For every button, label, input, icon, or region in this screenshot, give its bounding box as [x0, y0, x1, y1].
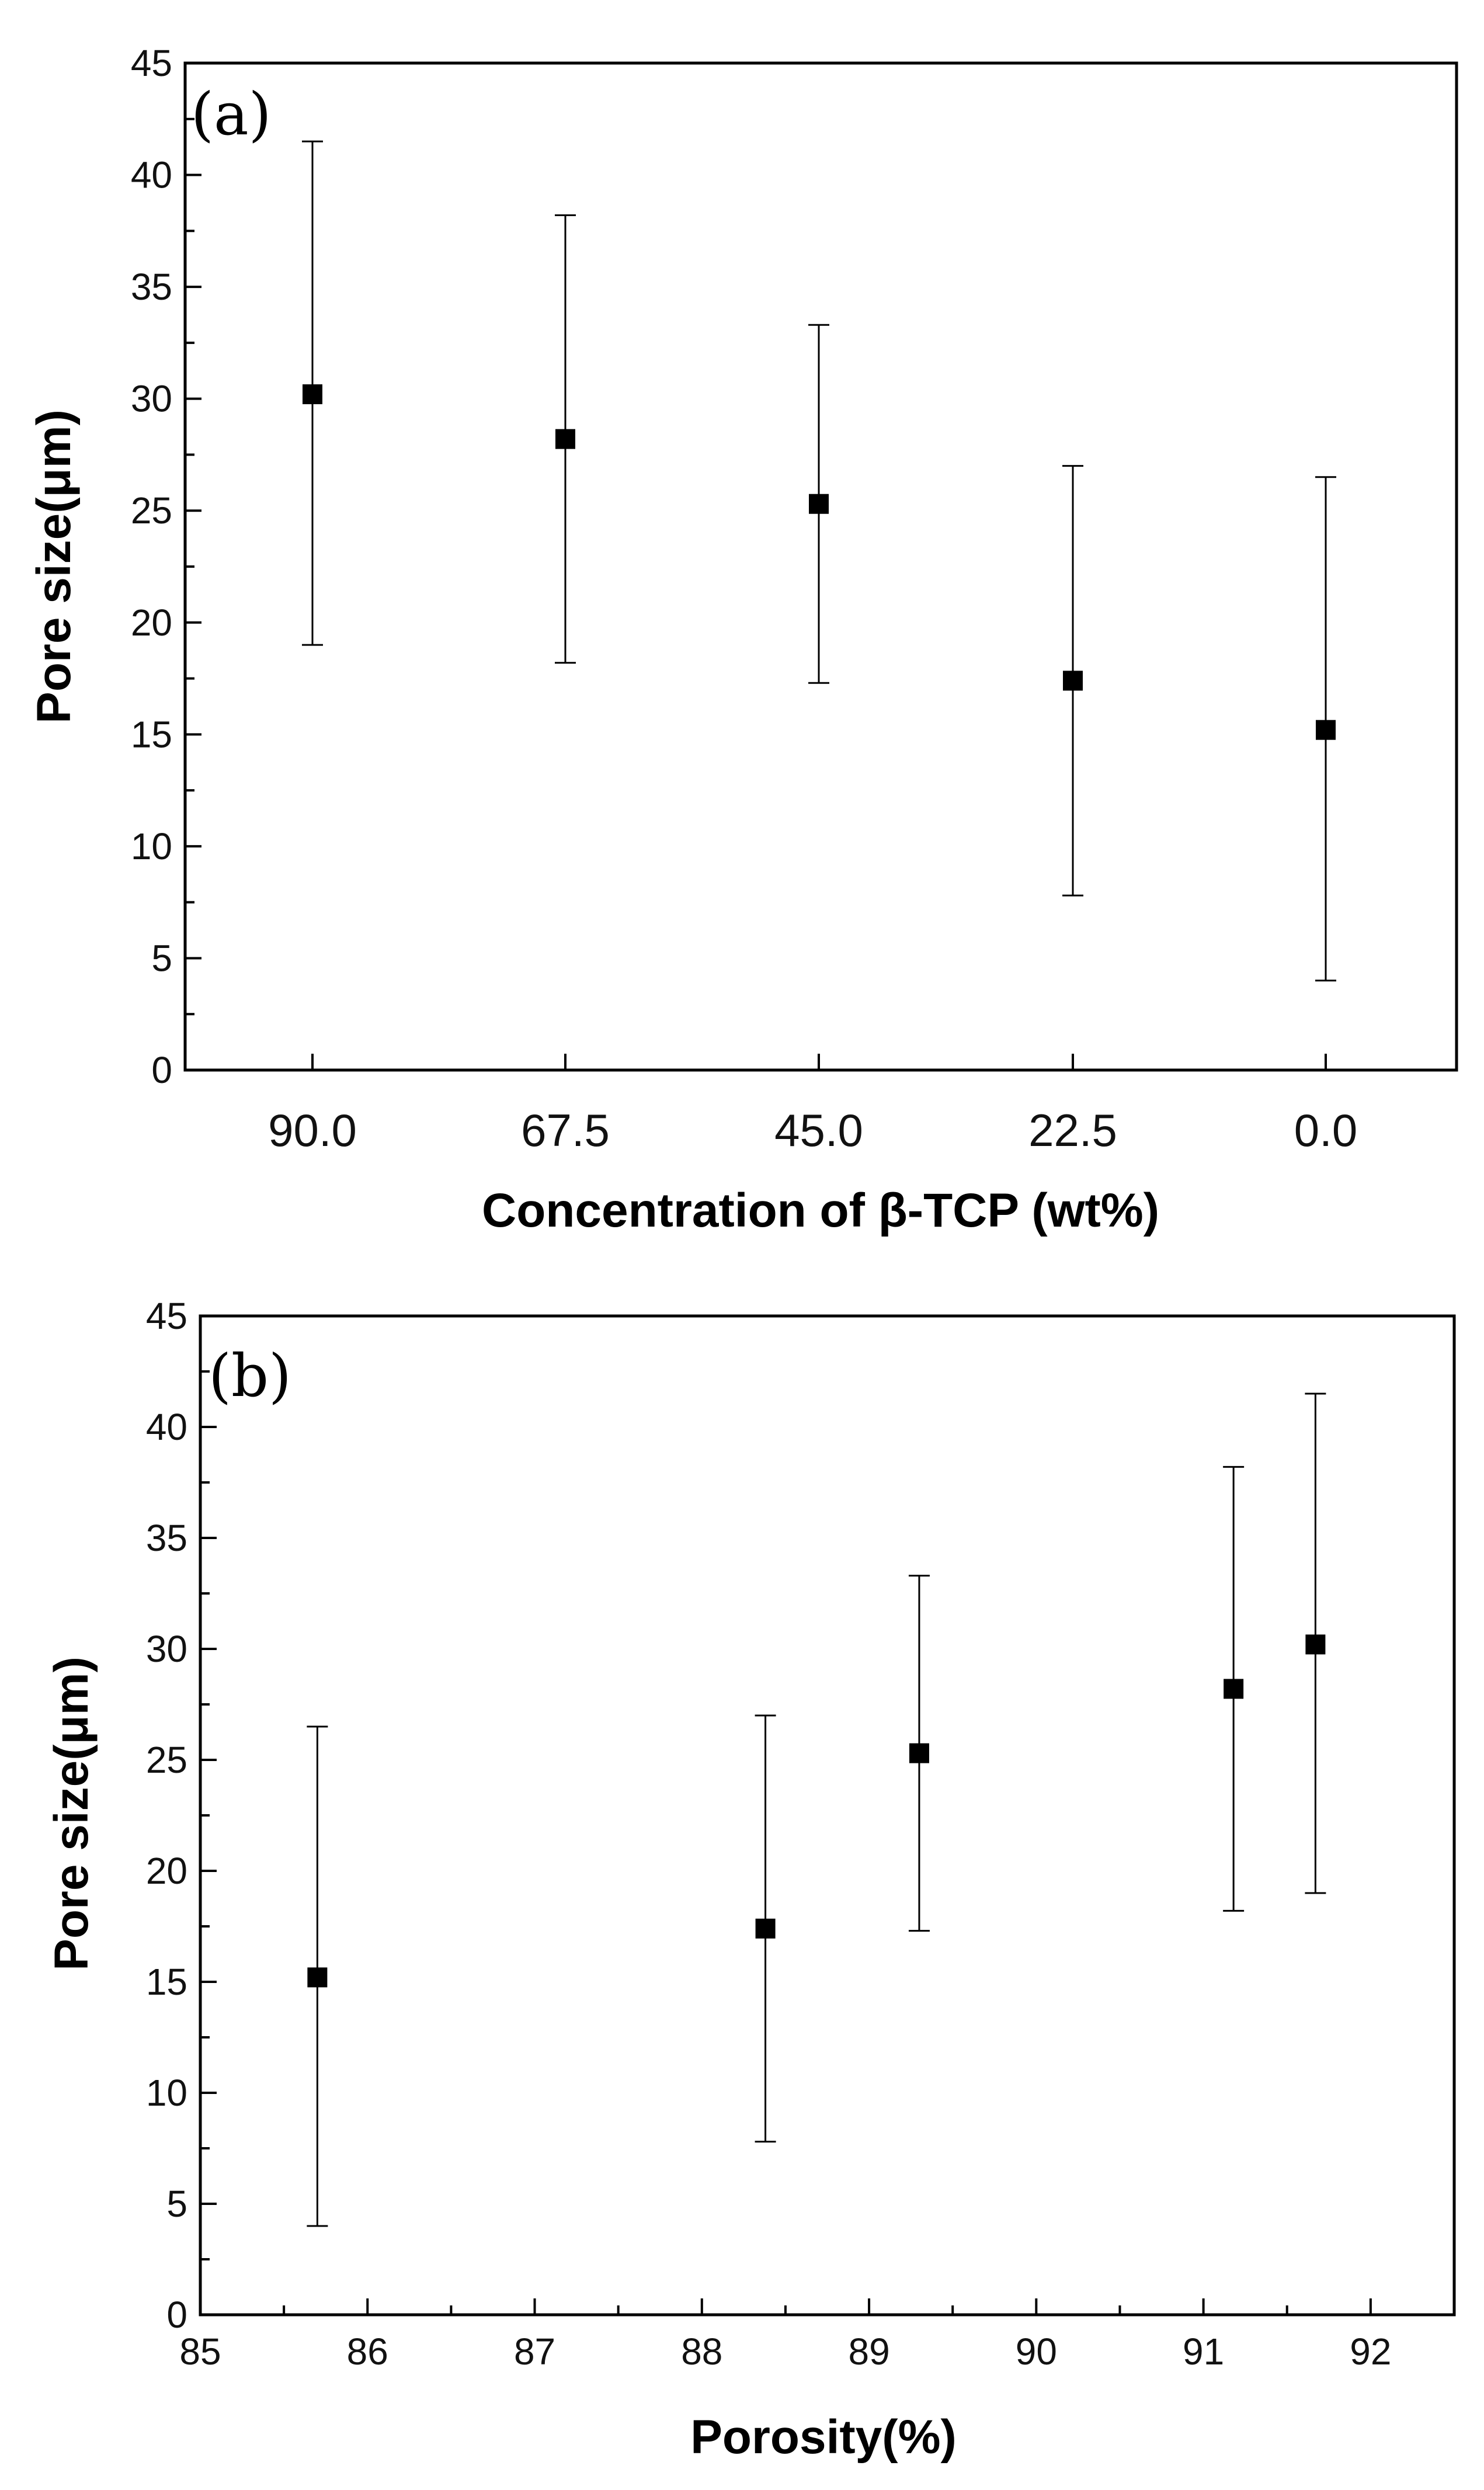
axes-b: 0 5 10 15 20 25 30 35 40 45 85 86 87 88 89 90 91 92 [146, 1295, 1455, 2373]
y-tick-label-a: 25 [131, 489, 172, 532]
x-tick-label-b: 92 [1350, 2331, 1391, 2373]
y-tick-label-b: 35 [146, 1517, 187, 1559]
chart-panel-b: (b) 0 5 10 15 20 25 30 35 40 45 85 86 87 88 89 90 91 92 P… [45, 1295, 1456, 2464]
y-tick-label-b: 30 [146, 1628, 187, 1670]
x-tick-label-a: 45.0 [774, 1105, 863, 1156]
data-point-b [755, 1918, 776, 1939]
y-tick-label-b: 45 [146, 1295, 187, 1337]
y-tick-label-a: 10 [131, 825, 172, 867]
y-tick-label-a: 15 [131, 713, 172, 755]
y-tick-label-b: 10 [146, 2072, 187, 2114]
y-tick-label-b: 5 [166, 2183, 187, 2225]
x-tick-label-a: 0.0 [1294, 1105, 1357, 1156]
x-tick-label-a: 67.5 [521, 1105, 610, 1156]
data-marks-a [302, 140, 1336, 982]
y-tick-label-b: 0 [166, 2294, 187, 2336]
y-tick-label-a: 20 [131, 602, 172, 644]
x-axis-title-a: Concentration of β-TCP (wt%) [482, 1184, 1159, 1237]
x-tick-label-a: 90.0 [268, 1105, 357, 1156]
x-axis-title-b: Porosity(%) [690, 2411, 957, 2464]
y-tick-label-a: 0 [151, 1049, 172, 1091]
data-point-a [303, 384, 322, 405]
chart-panel-a: (a) 0 5 10 15 20 25 30 35 40 45 90.0 67.5 45.0 22.5 0.… [27, 42, 1458, 1237]
y-tick-label-b: 15 [146, 1961, 187, 2003]
y-axis-title-a: Pore size(μm) [27, 409, 81, 724]
data-point-b [909, 1743, 929, 1763]
panel-label-b: (b) [208, 1342, 291, 1410]
axes-a: 0 5 10 15 20 25 30 35 40 45 90.0 67.5 45.0 22.5 0.0 [131, 42, 1357, 1156]
data-point-a [809, 494, 829, 514]
y-tick-label-b: 25 [146, 1739, 187, 1781]
x-tick-label-a: 22.5 [1028, 1105, 1117, 1156]
y-tick-label-a: 30 [131, 378, 172, 420]
plot-frame-a [183, 61, 1458, 1072]
x-tick-label-b: 87 [514, 2331, 555, 2373]
x-tick-label-b: 89 [848, 2331, 889, 2373]
data-point-a [1316, 720, 1336, 740]
data-point-b [1305, 1634, 1326, 1655]
data-point-b [1224, 1679, 1244, 1699]
data-point-a [555, 429, 575, 449]
y-tick-label-b: 20 [146, 1850, 187, 1892]
x-tick-label-b: 90 [1016, 2331, 1057, 2373]
plot-frame-b [199, 1314, 1456, 2317]
y-tick-label-a: 45 [131, 42, 172, 84]
x-tick-label-b: 88 [681, 2331, 722, 2373]
x-tick-label-b: 86 [347, 2331, 388, 2373]
y-tick-label-a: 40 [131, 154, 172, 196]
data-point-a [1063, 671, 1083, 691]
x-tick-label-b: 85 [179, 2331, 221, 2373]
x-tick-label-b: 91 [1183, 2331, 1224, 2373]
y-tick-label-a: 35 [131, 266, 172, 308]
panel-label-a: (a) [191, 80, 272, 148]
y-axis-title-b: Pore size(μm) [45, 1656, 98, 1971]
y-tick-label-a: 5 [151, 937, 172, 979]
data-marks-b [307, 1392, 1326, 2227]
data-point-b [307, 1967, 328, 1988]
y-tick-label-b: 40 [146, 1406, 187, 1448]
